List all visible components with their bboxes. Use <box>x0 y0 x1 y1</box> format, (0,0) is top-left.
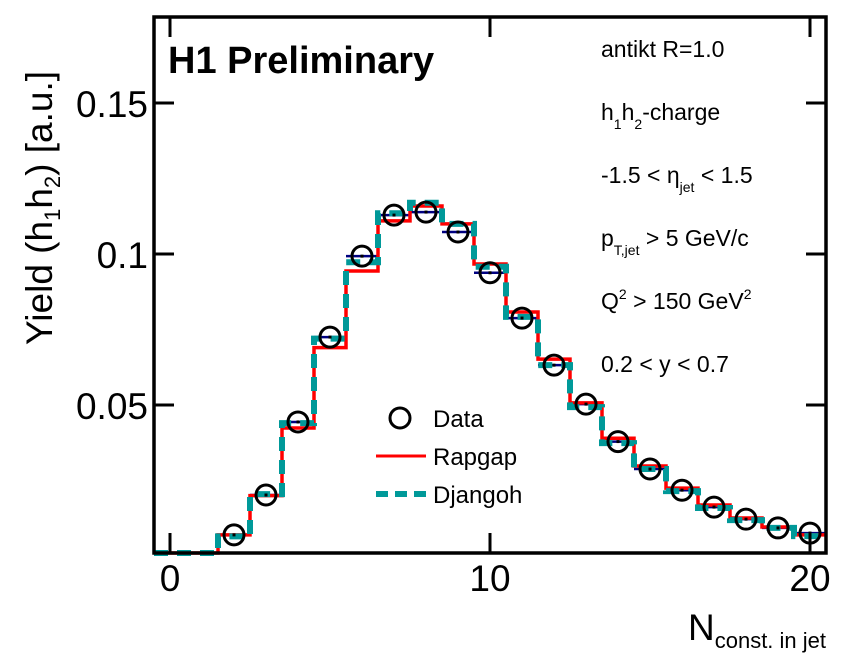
data-point <box>446 220 470 244</box>
data-point-center <box>680 488 684 492</box>
y-axis-title-part3: ) [a.u.] <box>19 71 60 176</box>
annotation-q2-cut: Q2 > 150 GeV2 <box>601 286 752 314</box>
annotation-part: 2 <box>619 286 627 302</box>
legend-circle-marker <box>388 406 412 430</box>
djangoh-step-line <box>154 199 826 556</box>
y-axis-title: Yield (h1h2) [a.u.] <box>19 71 65 345</box>
data-point <box>254 483 278 507</box>
annotation-part: T,jet <box>614 242 640 258</box>
data-point-center <box>616 440 620 444</box>
data-point <box>542 353 566 377</box>
data-point <box>318 325 342 349</box>
annotation-part: 2 <box>634 116 642 132</box>
y-axis-title-part2: h <box>19 188 60 209</box>
y-tick-label: 0.1 <box>97 235 148 276</box>
annotation-part: -charge <box>642 99 720 125</box>
legend-entry-djangoh: Djangoh <box>376 482 522 509</box>
y-axis-title-part1: Yield (h <box>19 221 60 345</box>
x-axis-title-subscript: const. in jet <box>715 628 826 653</box>
annotation-part: 1 <box>614 116 622 132</box>
data-point-center <box>744 517 748 521</box>
annotation-part: antikt R=1.0 <box>601 36 724 62</box>
data-point <box>510 306 534 330</box>
plot-area <box>154 199 826 556</box>
legend-entry-data: Data <box>388 406 484 433</box>
y-axis-title-sub2: 2 <box>40 176 65 188</box>
annotation-part: h <box>601 99 614 125</box>
data-point-center <box>520 316 524 320</box>
annotation-part: 0.2 < y < 0.7 <box>601 351 729 377</box>
data-point-center <box>264 493 268 497</box>
data-point <box>414 200 438 224</box>
data-point-center <box>712 505 716 509</box>
legend: Data Rapgap Djangoh <box>376 406 522 509</box>
legend-label: Djangoh <box>433 482 522 509</box>
y-tick-label: 0.15 <box>76 84 148 125</box>
data-point-center <box>328 335 332 339</box>
x-tick-label: 0 <box>160 558 181 599</box>
data-point-center <box>424 210 428 214</box>
data-point <box>734 507 758 531</box>
x-tick-label: 10 <box>469 558 510 599</box>
data-point-center <box>232 533 236 537</box>
data-point <box>382 203 406 227</box>
data-point <box>638 457 662 481</box>
data-point <box>606 430 630 454</box>
annotation-y-cut: 0.2 < y < 0.7 <box>601 351 729 377</box>
annotation-part: -1.5 < η <box>601 162 680 188</box>
data-point-center <box>584 402 588 406</box>
y-tick-labels: 0.05 0.1 0.15 <box>76 84 148 427</box>
data-point <box>766 516 790 540</box>
chart-title: H1 Preliminary <box>168 40 434 82</box>
data-point-center <box>360 254 364 258</box>
annotation-part: > 150 GeV <box>627 288 745 314</box>
annotation-part: jet <box>679 179 695 195</box>
x-axis-title-main: N <box>688 607 715 648</box>
data-point-center <box>488 271 492 275</box>
annotation-part: p <box>601 225 614 251</box>
annotation-part: 2 <box>744 286 752 302</box>
legend-label: Data <box>433 406 484 433</box>
annotation-part: < 1.5 <box>694 162 752 188</box>
plot-frame <box>152 15 828 555</box>
annotation-part: Q <box>601 288 619 314</box>
legend-label: Rapgap <box>433 444 517 471</box>
data-point-center <box>392 213 396 217</box>
data-point-center <box>552 363 556 367</box>
x-axis-title: Nconst. in jet <box>688 607 826 653</box>
data-point <box>574 392 598 416</box>
annotation-jet-algo: antikt R=1.0 <box>601 36 724 62</box>
annotation-part: > 5 GeV/c <box>639 225 748 251</box>
data-point <box>670 478 694 502</box>
data-point <box>702 495 726 519</box>
legend-entry-rapgap: Rapgap <box>376 444 517 471</box>
data-point-center <box>456 230 460 234</box>
data-point-center <box>776 526 780 530</box>
data-point <box>286 410 310 434</box>
data-point-center <box>648 467 652 471</box>
annotation-eta-cut: -1.5 < ηjet < 1.5 <box>601 162 753 195</box>
annotation-part: h <box>622 99 635 125</box>
y-axis-title-sub1: 1 <box>40 209 65 221</box>
y-tick-label: 0.05 <box>76 386 148 427</box>
x-tick-labels: 0 10 20 <box>160 558 831 599</box>
data-point-center <box>296 420 300 424</box>
data-point <box>350 244 374 268</box>
data-point <box>478 261 502 285</box>
annotation-observable: h1h2-charge <box>601 99 720 132</box>
axes-frame <box>152 15 828 555</box>
x-tick-label: 20 <box>789 558 830 599</box>
data-point <box>222 523 246 547</box>
annotation-pt-cut: pT,jet > 5 GeV/c <box>601 225 749 258</box>
